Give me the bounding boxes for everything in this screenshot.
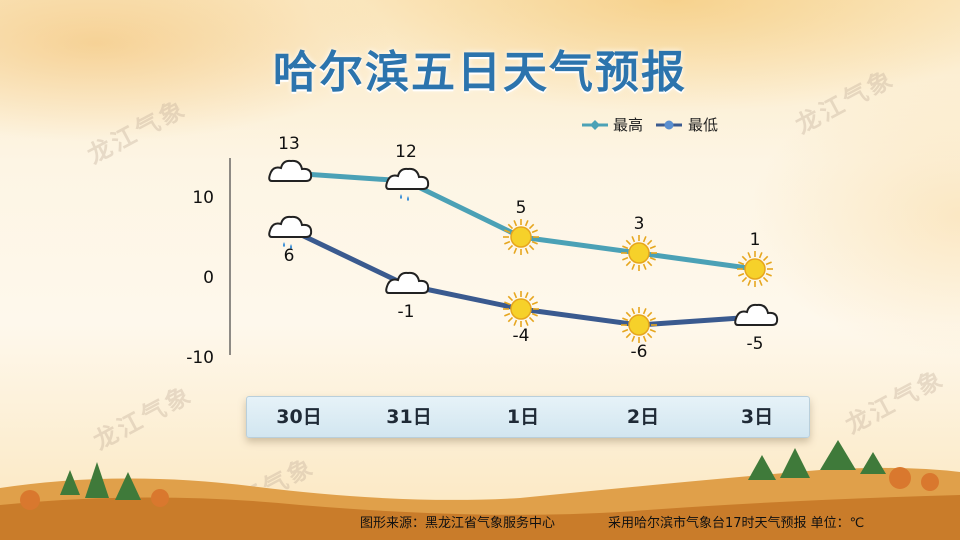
- date-label: 3日: [740, 406, 774, 428]
- y-tick-label: -10: [186, 348, 214, 368]
- high-temp-label: 13: [278, 134, 300, 154]
- legend-label-high: 最高: [613, 116, 643, 134]
- sun-icon: [621, 307, 657, 343]
- legend-marker-high: [590, 120, 600, 130]
- date-bar: 30日 31日 1日 2日 3日: [246, 396, 810, 438]
- date-label: 30日: [276, 406, 322, 428]
- high-temp-label: 5: [516, 198, 527, 218]
- y-tick-label: 10: [192, 188, 214, 208]
- sun-icon: [503, 219, 539, 255]
- y-tick-label: 0: [203, 268, 214, 288]
- cloud-icon: [268, 159, 313, 182]
- page-title: 哈尔滨五日天气预报: [273, 47, 687, 98]
- scenery: [0, 440, 960, 540]
- high-temp-label: 1: [750, 230, 761, 250]
- date-label: 1日: [506, 406, 540, 428]
- cloud-icon: [734, 303, 779, 326]
- low-temp-label: -1: [398, 302, 415, 322]
- light-rain-icon: [385, 167, 430, 201]
- high-temp-label: 12: [395, 142, 417, 162]
- date-label: 2日: [626, 406, 660, 428]
- sun-icon: [621, 235, 657, 271]
- y-tick-labels: 10 0 -10: [186, 188, 214, 368]
- series-layer: 13 12 5 3 1 6 -1 -4 -6 -5: [268, 134, 779, 362]
- low-temp-label: -4: [513, 326, 530, 346]
- footer-source: 图形来源：黑龙江省气象服务中心: [360, 516, 556, 531]
- high-temp-label: 3: [634, 214, 645, 234]
- legend: 最高 最低: [582, 116, 718, 134]
- high-temp-line: [288, 170, 756, 272]
- low-temp-label: -5: [747, 334, 764, 354]
- sun-icon: [737, 251, 773, 287]
- low-temp-label: 6: [284, 246, 295, 266]
- date-label: 31日: [386, 406, 432, 428]
- legend-marker-low: [664, 120, 674, 130]
- cloud-icon: [385, 271, 430, 294]
- footer-note: 采用哈尔滨市气象台17时天气预报 单位：℃: [608, 516, 865, 531]
- low-temp-label: -6: [631, 342, 648, 362]
- light-rain-icon: [268, 215, 313, 249]
- sun-icon: [503, 291, 539, 327]
- legend-label-low: 最低: [688, 116, 718, 134]
